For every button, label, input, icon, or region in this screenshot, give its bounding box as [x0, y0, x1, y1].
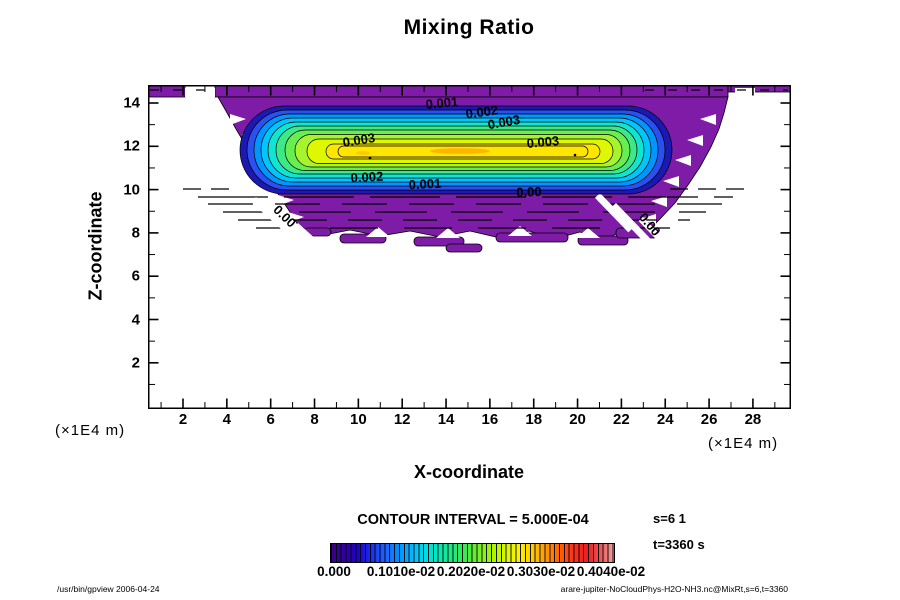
contour-interval-text: CONTOUR INTERVAL = 5.000E-04 — [357, 512, 589, 528]
x-tick-label: 22 — [613, 411, 630, 428]
x-tick-label: 14 — [437, 411, 455, 428]
x-tick-label: 24 — [656, 411, 674, 428]
x-tick-label: 4 — [222, 411, 231, 428]
x-tick-label: 6 — [266, 411, 275, 428]
colorbar-tick-label: 0.4040e-02 — [576, 564, 646, 579]
plot-frame — [148, 85, 791, 409]
y-tick-label: 2 — [131, 354, 140, 372]
x-axis-unit-right: (×1E4 m) — [708, 435, 779, 452]
x-axis-label: X-coordinate — [413, 462, 525, 482]
y-tick-label: 12 — [123, 137, 140, 155]
white-slashes — [251, 193, 669, 255]
colorbar-tick-label: 0.3030e-02 — [506, 564, 576, 579]
x-tick-label: 28 — [744, 411, 762, 428]
x-tick-label: 26 — [700, 411, 718, 428]
colorbar-tick-label: 0.000 — [317, 564, 351, 579]
colorbar-tick-label: 0.1010e-02 — [366, 564, 436, 579]
svg-text:0.002: 0.002 — [465, 102, 499, 121]
svg-text:0.001: 0.001 — [425, 94, 459, 112]
y-tick-label: 14 — [123, 94, 140, 112]
svg-text:0.003: 0.003 — [526, 133, 560, 151]
zero-contour-lines — [150, 89, 788, 229]
svg-text:0.003: 0.003 — [486, 112, 521, 132]
svg-text:0.003: 0.003 — [342, 130, 376, 150]
svg-text:0.001: 0.001 — [408, 176, 441, 193]
y-axis-label: Z-coordinate — [85, 191, 106, 301]
axis-ticks — [149, 86, 790, 408]
x-tick-label: 20 — [569, 411, 586, 428]
x-axis-unit-left: (×1E4 m) — [55, 422, 126, 439]
annotation-time: t=3360 s — [653, 537, 705, 552]
contour-dots — [368, 153, 577, 160]
colorbar — [330, 543, 615, 563]
x-tick-label: 12 — [393, 411, 411, 428]
page-title: Mixing Ratio — [403, 16, 535, 39]
y-tick-label: 4 — [131, 311, 140, 328]
y-tick-label: 10 — [123, 181, 140, 199]
svg-text:0.00: 0.00 — [516, 184, 542, 200]
x-tick-label: 10 — [350, 411, 367, 428]
footer-datasource: arare-jupiter-NoCloudPhys-H2O-NH3.nc@Mix… — [560, 584, 788, 594]
x-tick-label: 2 — [178, 411, 188, 428]
colorbar-cell-lines — [331, 544, 614, 562]
x-tick-label: 8 — [310, 411, 319, 428]
x-tick-label: 18 — [525, 411, 543, 428]
mixing-ratio-lens — [239, 105, 673, 195]
y-tick-label: 6 — [131, 267, 140, 285]
svg-text:0.002: 0.002 — [350, 169, 383, 186]
footer-command: /usr/bin/gpview 2006-04-24 — [57, 584, 160, 594]
annotation-step: s=6 1 — [653, 511, 686, 526]
colorbar-tick-label: 0.2020e-02 — [436, 564, 506, 579]
y-tick-label: 8 — [131, 224, 140, 242]
x-tick-label: 16 — [481, 411, 499, 428]
